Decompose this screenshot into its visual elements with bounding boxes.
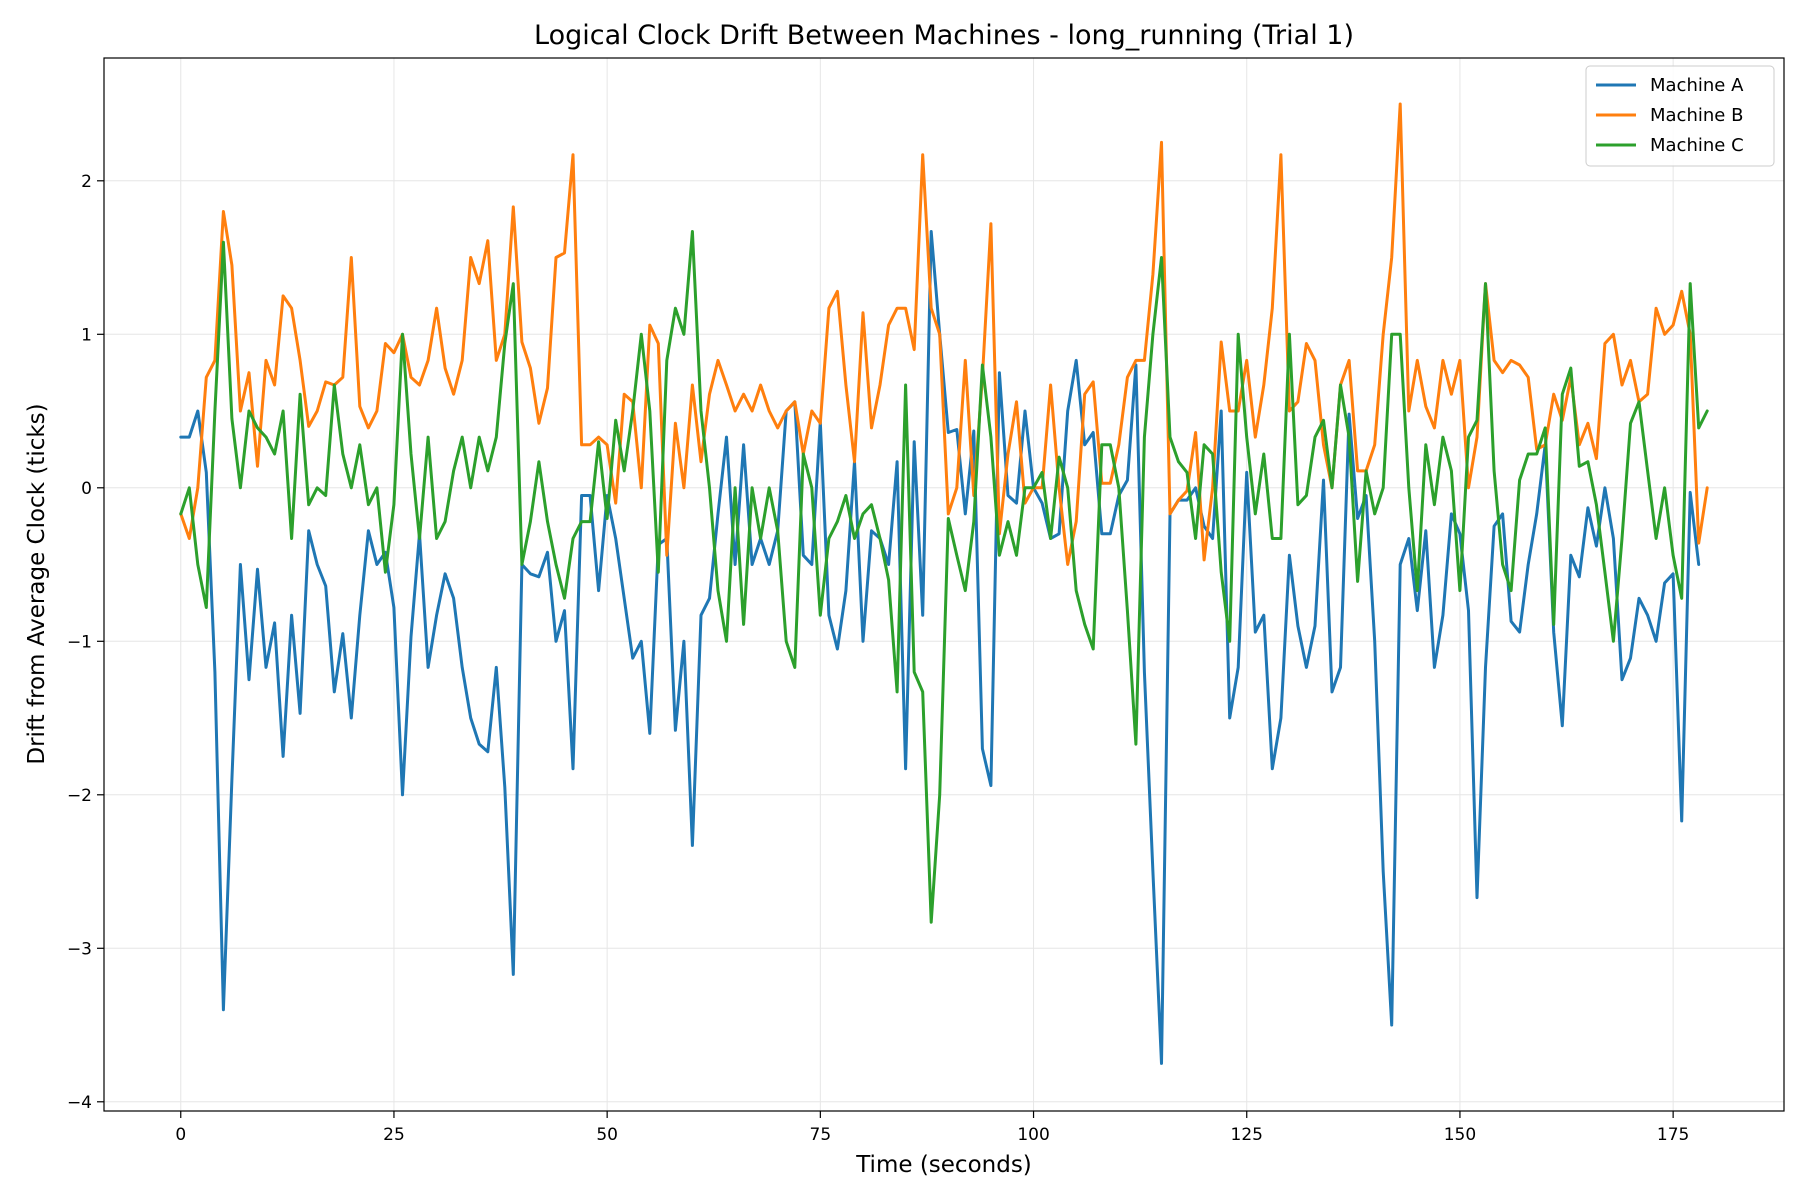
legend-box bbox=[1585, 65, 1775, 167]
x-tick-label: 150 bbox=[1444, 1125, 1476, 1145]
x-tick-label: 125 bbox=[1231, 1125, 1263, 1145]
y-tick-label: 0 bbox=[81, 479, 92, 499]
series-lines bbox=[179, 102, 1709, 1065]
legend-label-machine-a: Machine A bbox=[1650, 75, 1744, 96]
series-line-machine-b bbox=[179, 102, 1709, 566]
x-axis-label: Time (seconds) bbox=[855, 1152, 1032, 1178]
plot-frame bbox=[103, 57, 1785, 1112]
y-tick-label: 2 bbox=[81, 172, 92, 192]
y-tick-label: −3 bbox=[67, 939, 92, 959]
legend: Machine A Machine B Machine C bbox=[1585, 65, 1775, 167]
legend-label-machine-c: Machine C bbox=[1650, 135, 1744, 156]
y-tick-label: 1 bbox=[81, 325, 92, 345]
y-tick-label: −2 bbox=[67, 786, 92, 806]
x-tick-label: 100 bbox=[1017, 1125, 1049, 1145]
grid bbox=[104, 58, 1784, 1111]
x-tick-label: 175 bbox=[1657, 1125, 1689, 1145]
chart-title: Logical Clock Drift Between Machines - l… bbox=[534, 20, 1354, 51]
y-tick-label: −4 bbox=[67, 1093, 92, 1113]
x-tick-label: 0 bbox=[175, 1125, 186, 1145]
legend-label-machine-b: Machine B bbox=[1650, 105, 1743, 126]
y-tick-label: −1 bbox=[67, 632, 92, 652]
x-tick-label: 25 bbox=[383, 1125, 405, 1145]
x-axis-ticks: 0 25 50 75 100 125 150 175 bbox=[175, 1111, 1689, 1145]
x-tick-label: 50 bbox=[596, 1125, 618, 1145]
y-axis-ticks: −4 −3 −2 −1 0 1 2 bbox=[67, 172, 104, 1113]
y-axis-label: Drift from Average Clock (ticks) bbox=[24, 403, 50, 764]
series-line-machine-c bbox=[179, 230, 1709, 924]
x-tick-label: 75 bbox=[810, 1125, 832, 1145]
